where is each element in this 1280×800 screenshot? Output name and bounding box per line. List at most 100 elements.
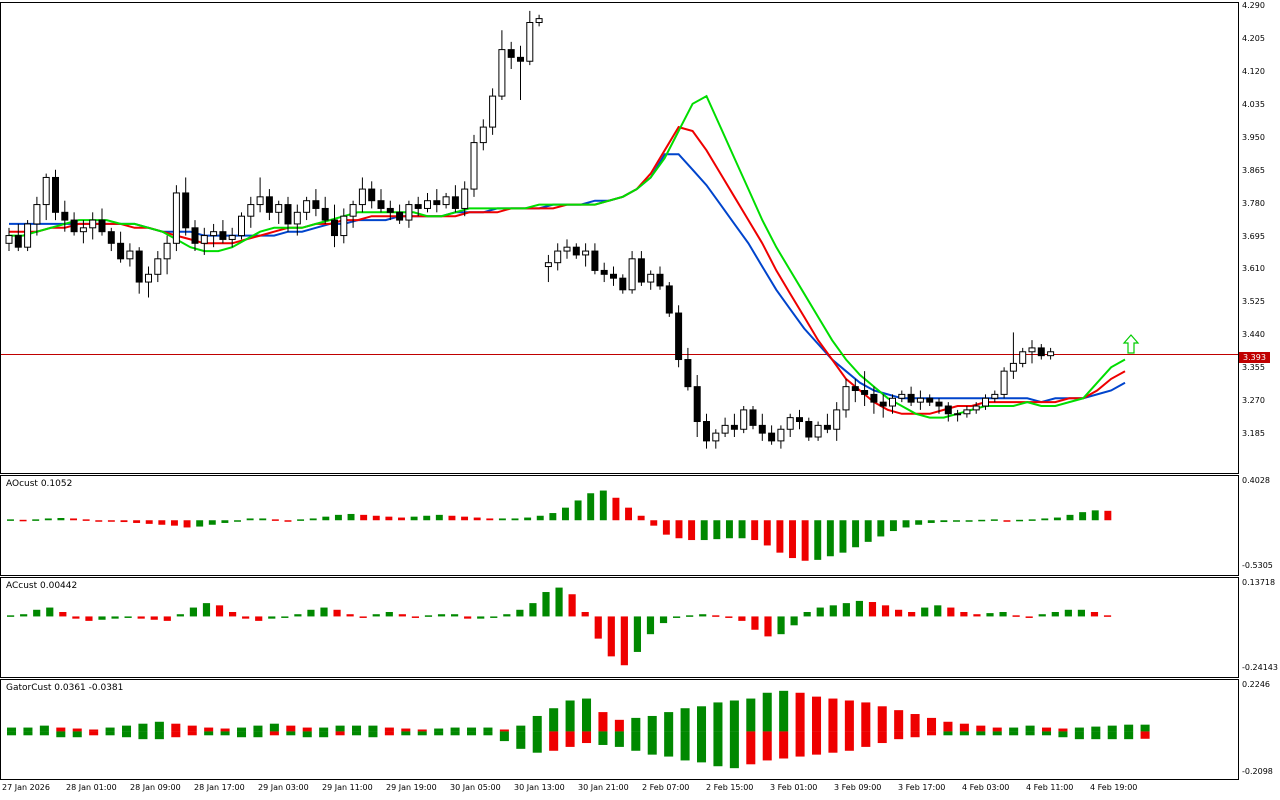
- gator-upper-bar: [237, 727, 247, 732]
- gator-lower-bar: [795, 731, 805, 757]
- ac-bar: [738, 616, 746, 621]
- gator-upper-bar: [894, 710, 904, 732]
- gator-upper-bar: [729, 700, 739, 732]
- gator-upper-bar: [549, 708, 559, 732]
- gator-lower-bar: [384, 731, 394, 736]
- candle-body: [554, 250, 562, 264]
- candle-body: [814, 424, 822, 438]
- candle-body: [526, 21, 534, 62]
- gator-upper-bar: [384, 727, 394, 732]
- candle-body: [191, 227, 199, 244]
- gator-axis-min: -0.2098: [1242, 767, 1273, 776]
- candle-body: [275, 204, 283, 213]
- candle-body: [851, 386, 859, 392]
- ac-bar: [333, 609, 341, 617]
- gator-lower-bar: [72, 731, 82, 738]
- gator-upper-bar: [105, 727, 115, 732]
- ao-bar: [1104, 510, 1112, 521]
- ao-bar: [801, 520, 809, 561]
- candle-body: [5, 235, 13, 244]
- gator-lower-bar: [56, 731, 66, 738]
- ac-bar: [921, 607, 929, 617]
- ac-bar: [150, 616, 158, 620]
- ao-bar: [473, 517, 481, 521]
- ac-bar: [307, 609, 315, 617]
- gator-lower-bar: [516, 731, 526, 749]
- ac-bar: [1103, 615, 1112, 617]
- ac-bar: [85, 616, 93, 621]
- candle-body: [833, 409, 841, 430]
- ao-bar: [70, 518, 78, 521]
- candle-body: [870, 393, 878, 403]
- gator-upper-bar: [286, 725, 296, 732]
- ac-bar: [973, 614, 981, 617]
- ao-bar: [814, 520, 822, 560]
- price-chart-pane[interactable]: [0, 2, 1239, 474]
- candle-body: [954, 413, 962, 416]
- candle-body: [907, 393, 915, 403]
- ao-bar: [44, 518, 52, 521]
- ao-bar: [1066, 514, 1074, 521]
- gator-upper-bar: [812, 696, 822, 732]
- price-axis-tick: 3.950: [1242, 132, 1265, 142]
- gator-upper-bar: [762, 692, 772, 732]
- candle-body: [889, 397, 896, 407]
- candle-body: [200, 235, 208, 244]
- gator-upper-bar: [171, 723, 181, 732]
- candle-body: [963, 409, 971, 415]
- gator-upper-bar: [631, 717, 641, 732]
- ac-bar: [437, 614, 446, 617]
- candle-body: [126, 250, 134, 260]
- candle-body: [935, 401, 943, 407]
- candle-body: [535, 18, 543, 23]
- time-axis-label: 4 Feb 11:00: [1026, 783, 1074, 792]
- ac-bar: [947, 607, 955, 617]
- gator-lower-bar: [450, 731, 460, 736]
- time-axis-label: 4 Feb 03:00: [962, 783, 1010, 792]
- candle-body: [740, 409, 748, 430]
- candle-body: [98, 219, 106, 233]
- candle-body: [163, 242, 171, 260]
- gator-lower-bar: [631, 731, 641, 751]
- candle-body: [303, 200, 311, 213]
- ao-bar: [864, 520, 872, 542]
- ao-bar: [221, 520, 229, 523]
- ac-bar: [20, 614, 28, 617]
- ao-bar: [1016, 519, 1024, 522]
- ac-bar: [59, 611, 67, 617]
- ao-bar: [334, 514, 342, 521]
- ao-bar: [662, 520, 670, 535]
- ac-bar: [1090, 611, 1099, 617]
- ao-bar: [158, 520, 166, 525]
- ac-indicator-pane[interactable]: ACcust 0.00442: [0, 577, 1239, 678]
- time-axis-label: 3 Feb 17:00: [898, 783, 946, 792]
- ac-bar: [137, 616, 145, 619]
- candle-body: [238, 215, 245, 237]
- gator-lower-bar: [1074, 731, 1084, 740]
- ao-bar: [7, 519, 14, 521]
- candle-body: [684, 359, 692, 388]
- price-axis-tick: 4.290: [1242, 1, 1265, 10]
- gator-indicator-pane[interactable]: GatorCust 0.0361 -0.0381: [0, 679, 1239, 780]
- ao-indicator-pane[interactable]: AOcust 0.1052: [0, 475, 1239, 576]
- candle-body: [991, 393, 999, 399]
- candle-body: [172, 192, 180, 244]
- ac-bar: [712, 615, 720, 617]
- price-axis-tick: 3.270: [1242, 396, 1265, 406]
- candle-body: [154, 258, 162, 275]
- time-axis-label: 28 Jan 01:00: [66, 783, 117, 792]
- gator-lower-bar: [812, 731, 822, 755]
- gator-upper-bar: [7, 727, 17, 732]
- ac-bar: [1051, 611, 1059, 617]
- candle-body: [442, 196, 450, 206]
- ao-bar: [751, 520, 759, 541]
- gator-lower-bar: [368, 731, 378, 738]
- ac-bar: [829, 605, 837, 617]
- candle-body: [861, 390, 869, 395]
- gator-upper-bar: [1058, 728, 1068, 732]
- gator-lower-bar: [910, 731, 920, 738]
- gator-upper-bar: [516, 725, 526, 732]
- ac-bar: [424, 615, 433, 617]
- ao-bar: [372, 515, 380, 521]
- ao-bar: [347, 513, 355, 521]
